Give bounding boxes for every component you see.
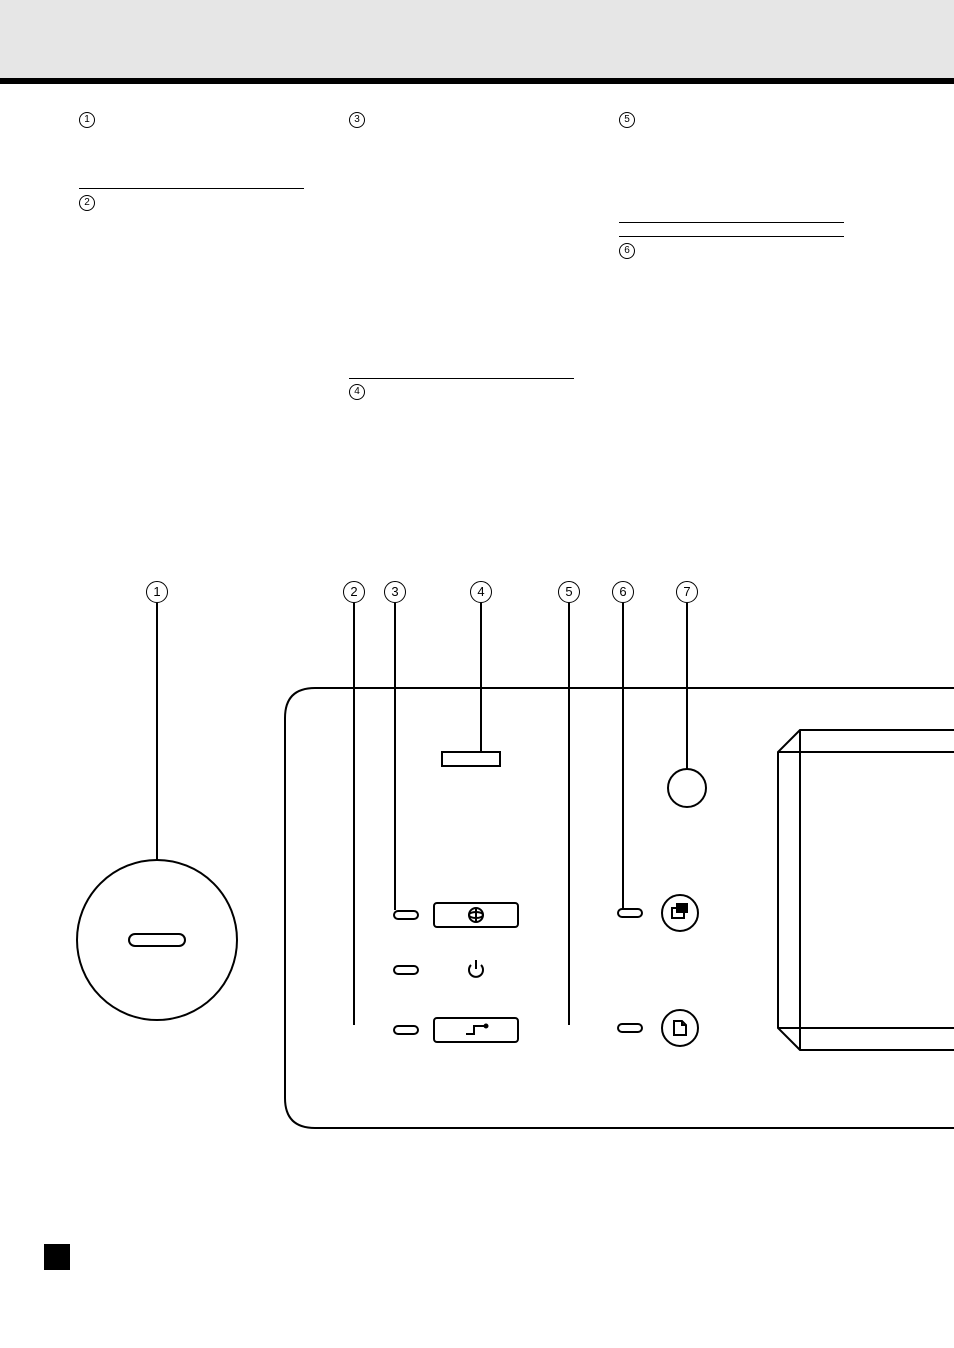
control-panel-diagram <box>0 0 954 1348</box>
page-number-box <box>44 1244 70 1270</box>
page-root: 1 2 3 4 5 6 1 2 3 4 5 6 7 <box>0 0 954 1348</box>
